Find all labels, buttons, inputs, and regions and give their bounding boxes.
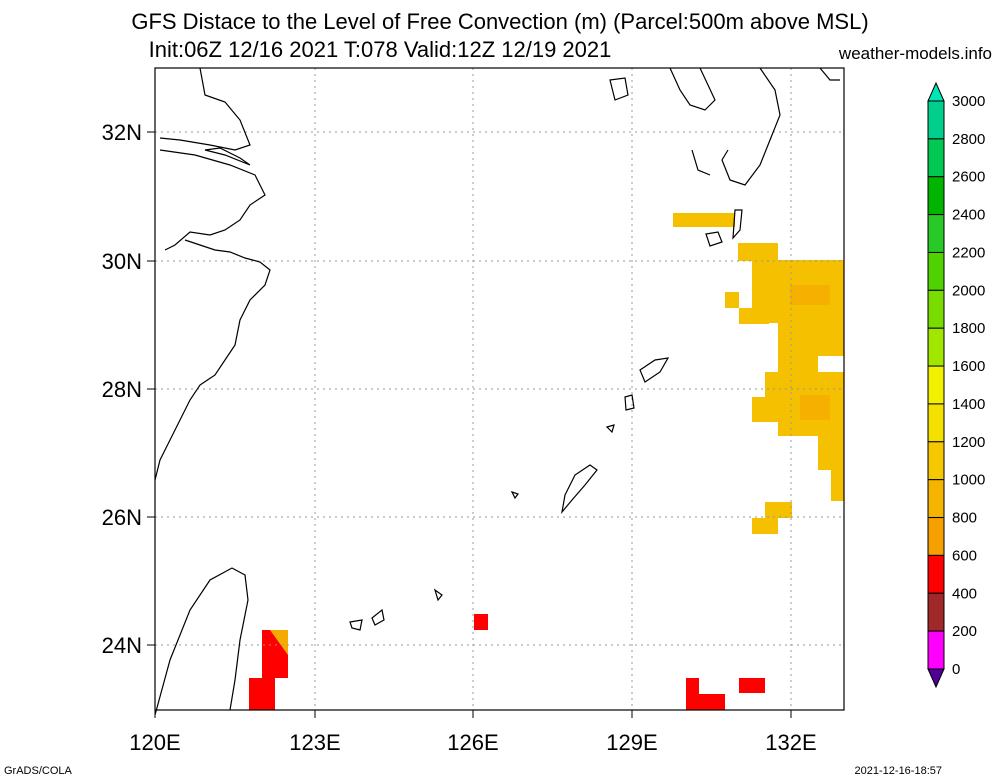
field-cells	[249, 213, 844, 710]
colorbar-label: 200	[952, 623, 977, 640]
colorbar-segment	[927, 479, 945, 519]
colorbar-segment	[927, 365, 945, 405]
colorbar-label: 800	[952, 510, 977, 527]
colorbar-top-arrow	[927, 81, 945, 102]
lon-tick-label: 123E	[289, 730, 340, 755]
coastlines	[154, 67, 840, 716]
colorbar-label: 400	[952, 585, 977, 602]
colorbar-label: 3000	[952, 93, 985, 110]
colorbar-segment	[927, 327, 945, 367]
colorbar-label: 2600	[952, 169, 985, 186]
colorbar-label: 1200	[952, 434, 985, 451]
lat-tick-label: 32N	[102, 120, 142, 145]
footer-left: GrADS/COLA	[4, 765, 72, 777]
colorbar-label: 0	[952, 661, 960, 678]
lat-tick-label: 24N	[102, 633, 142, 658]
colorbar-label: 2400	[952, 207, 985, 224]
footer-right: 2021-12-16-18:57	[854, 765, 942, 777]
lat-tick-label: 26N	[102, 505, 142, 530]
colorbar-label: 2000	[952, 282, 985, 299]
grid-lines	[155, 68, 844, 710]
colorbar-segment	[927, 441, 945, 481]
lon-tick-label: 126E	[447, 730, 498, 755]
colorbar-segment	[927, 554, 945, 594]
colorbar-segment	[927, 517, 945, 556]
lon-tick-label: 132E	[765, 730, 816, 755]
colorbar-label: 1800	[952, 320, 985, 337]
colorbar-segment	[927, 176, 945, 216]
colorbar-segment	[927, 630, 945, 670]
colorbar-label: 2800	[952, 131, 985, 148]
chart-subtitle: Init:06Z 12/16 2021 T:078 Valid:12Z 12/1…	[148, 37, 612, 62]
colorbar-label: 1000	[952, 472, 985, 489]
colorbar-label: 2200	[952, 244, 985, 261]
colorbar-segment	[927, 214, 945, 253]
colorbar-segment	[927, 138, 945, 178]
colorbar-segment	[927, 592, 945, 632]
colorbar-bottom-arrow	[927, 668, 945, 689]
colorbar-segment	[927, 100, 945, 140]
site-label: weather-models.info	[838, 44, 992, 63]
lon-tick-label: 120E	[129, 730, 180, 755]
lon-tick-label: 129E	[606, 730, 657, 755]
chart-title: GFS Distace to the Level of Free Convect…	[131, 9, 869, 34]
colorbar-segment	[927, 289, 945, 329]
lat-tick-label: 28N	[102, 377, 142, 402]
colorbar-label: 600	[952, 547, 977, 564]
colorbar-segment	[927, 403, 945, 443]
lat-tick-label: 30N	[102, 249, 142, 274]
colorbar-label: 1400	[952, 396, 985, 413]
colorbar: 3000280026002400220020001800160014001200…	[927, 81, 985, 689]
colorbar-segment	[927, 251, 945, 291]
colorbar-label: 1600	[952, 358, 985, 375]
